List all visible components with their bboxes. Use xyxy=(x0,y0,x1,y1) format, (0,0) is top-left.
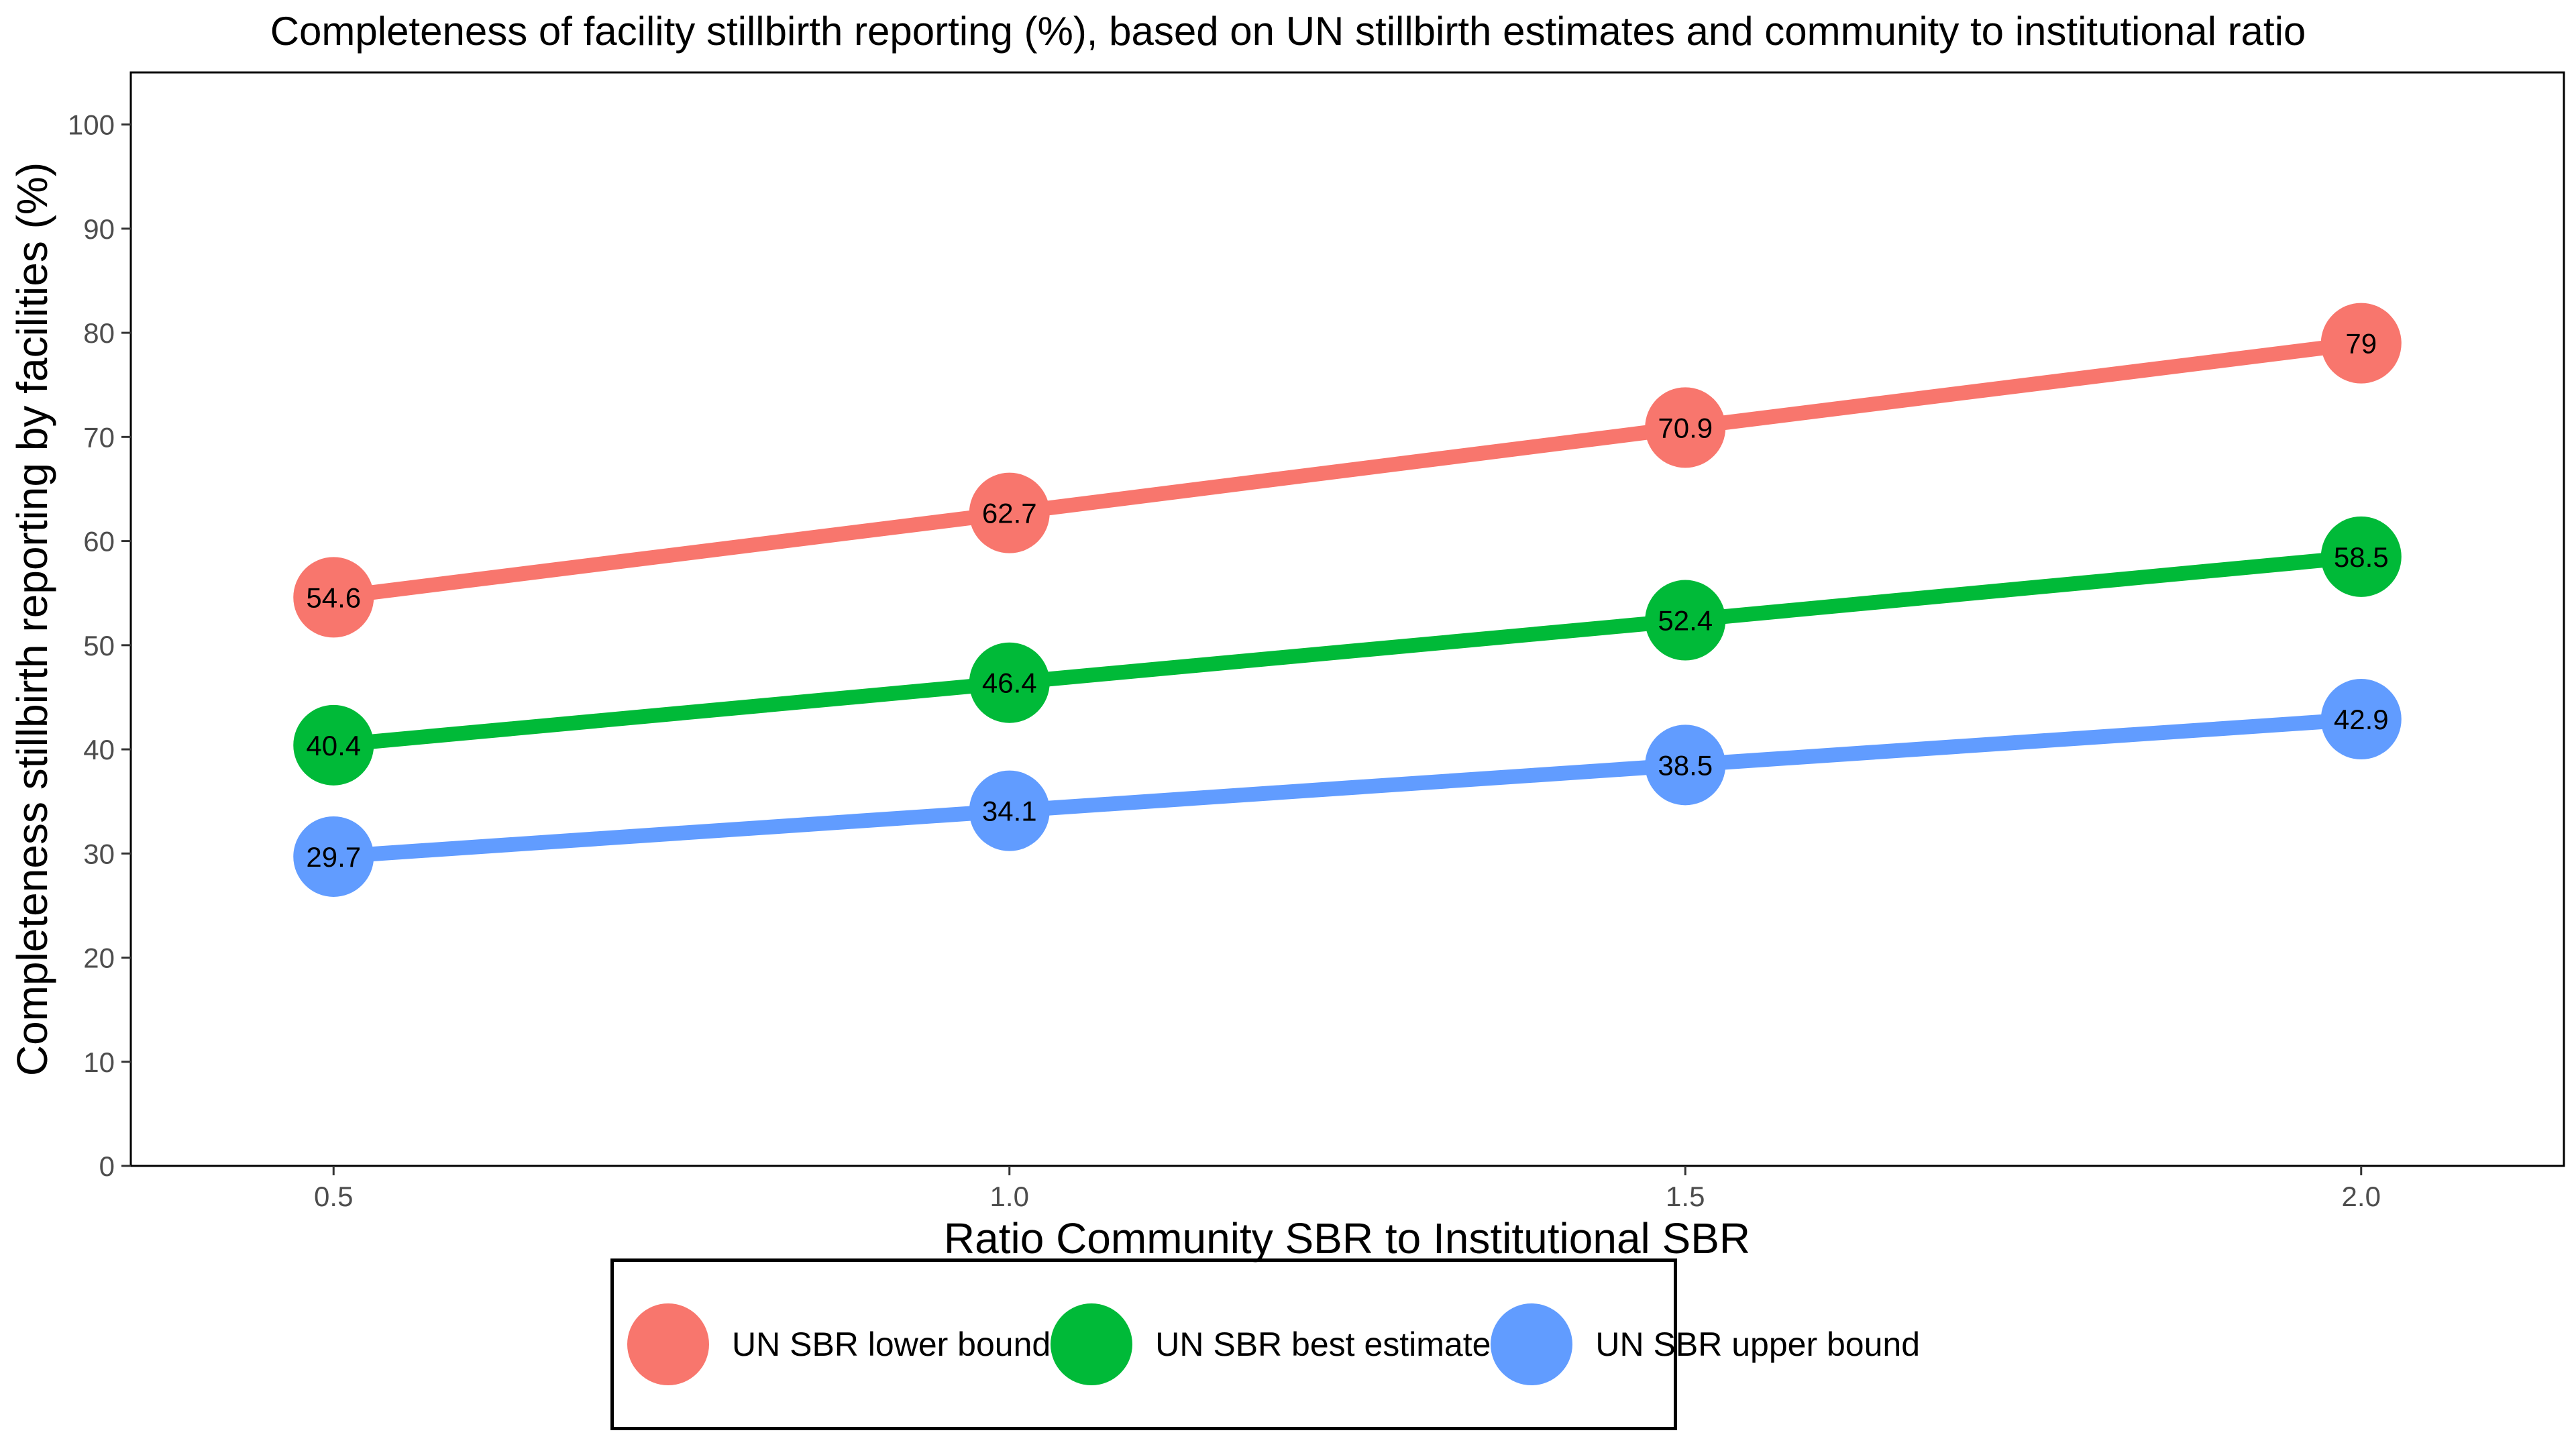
y-tick-label: 70 xyxy=(83,421,115,453)
legend-label: UN SBR lower bound xyxy=(732,1326,1051,1363)
data-label: 79 xyxy=(2345,328,2377,360)
series-lines xyxy=(332,335,2363,864)
y-tick-label: 30 xyxy=(83,838,115,869)
data-point xyxy=(2320,516,2402,597)
x-tick-label: 1.0 xyxy=(990,1181,1029,1212)
x-axis-title: Ratio Community SBR to Institutional SBR xyxy=(944,1214,1750,1263)
data-point xyxy=(1645,387,1726,468)
legend: UN SBR lower bound UN SBR best estimate UN… xyxy=(610,1258,1920,1430)
data-label: 70.9 xyxy=(1658,412,1713,443)
series-line-1 xyxy=(332,335,2363,605)
y-tick-label: 50 xyxy=(83,630,115,661)
y-axis-title: Completeness stillbirth reporting by fac… xyxy=(8,162,56,1076)
y-tick-label: 20 xyxy=(83,943,115,974)
data-label: 54.6 xyxy=(306,582,361,613)
legend-label: UN SBR upper bound xyxy=(1595,1326,1921,1363)
y-axis: 0 10 20 30 40 50 60 70 80 90 100 xyxy=(68,109,131,1182)
data-point xyxy=(2320,679,2402,760)
data-point xyxy=(969,472,1050,553)
data-point xyxy=(293,704,374,786)
y-tick-label: 60 xyxy=(83,526,115,557)
y-tick-label: 0 xyxy=(99,1150,115,1182)
x-tick-label: 0.5 xyxy=(314,1181,353,1212)
legend-swatch xyxy=(627,1303,709,1385)
data-point xyxy=(1645,724,1726,806)
x-tick-label: 2.0 xyxy=(2342,1181,2381,1212)
series-line-2 xyxy=(333,549,2362,753)
x-tick-label: 1.5 xyxy=(1666,1181,1705,1212)
data-point xyxy=(1645,580,1726,661)
y-tick-label: 90 xyxy=(83,213,115,245)
data-point xyxy=(293,557,374,638)
data-label: 46.4 xyxy=(982,667,1037,699)
legend-label: UN SBR best estimate xyxy=(1155,1326,1491,1363)
series-line-3 xyxy=(333,712,2362,864)
legend-swatch xyxy=(1491,1303,1573,1385)
y-tick-label: 80 xyxy=(83,317,115,349)
legend-swatch xyxy=(1051,1303,1133,1385)
data-label: 40.4 xyxy=(306,730,361,761)
y-tick-label: 100 xyxy=(68,109,115,141)
plot-panel xyxy=(129,71,2565,1167)
data-label: 52.4 xyxy=(1658,605,1713,637)
data-label: 29.7 xyxy=(306,841,361,873)
data-point xyxy=(293,816,374,897)
chart-title: Completeness of facility stillbirth repo… xyxy=(270,9,2306,54)
data-label: 34.1 xyxy=(982,796,1037,827)
data-label: 42.9 xyxy=(2334,704,2389,735)
y-tick-label: 10 xyxy=(83,1046,115,1078)
data-point xyxy=(969,770,1050,851)
legend-item: UN SBR lower bound xyxy=(627,1303,1051,1385)
data-label: 38.5 xyxy=(1658,749,1713,781)
data-label: 58.5 xyxy=(2334,541,2389,573)
data-point xyxy=(2320,303,2402,384)
x-axis: 0.5 1.0 1.5 2.0 xyxy=(314,1166,2381,1212)
series-points: 54.6 62.7 70.9 79 40.4 46.4 52.4 58.5 29.7 34.1 38… xyxy=(293,303,2402,897)
legend-item: UN SBR best estimate xyxy=(1051,1303,1491,1385)
data-label: 62.7 xyxy=(982,498,1037,529)
legend-item: UN SBR upper bound xyxy=(1491,1303,1920,1385)
y-tick-label: 40 xyxy=(83,734,115,765)
data-point xyxy=(969,642,1050,723)
